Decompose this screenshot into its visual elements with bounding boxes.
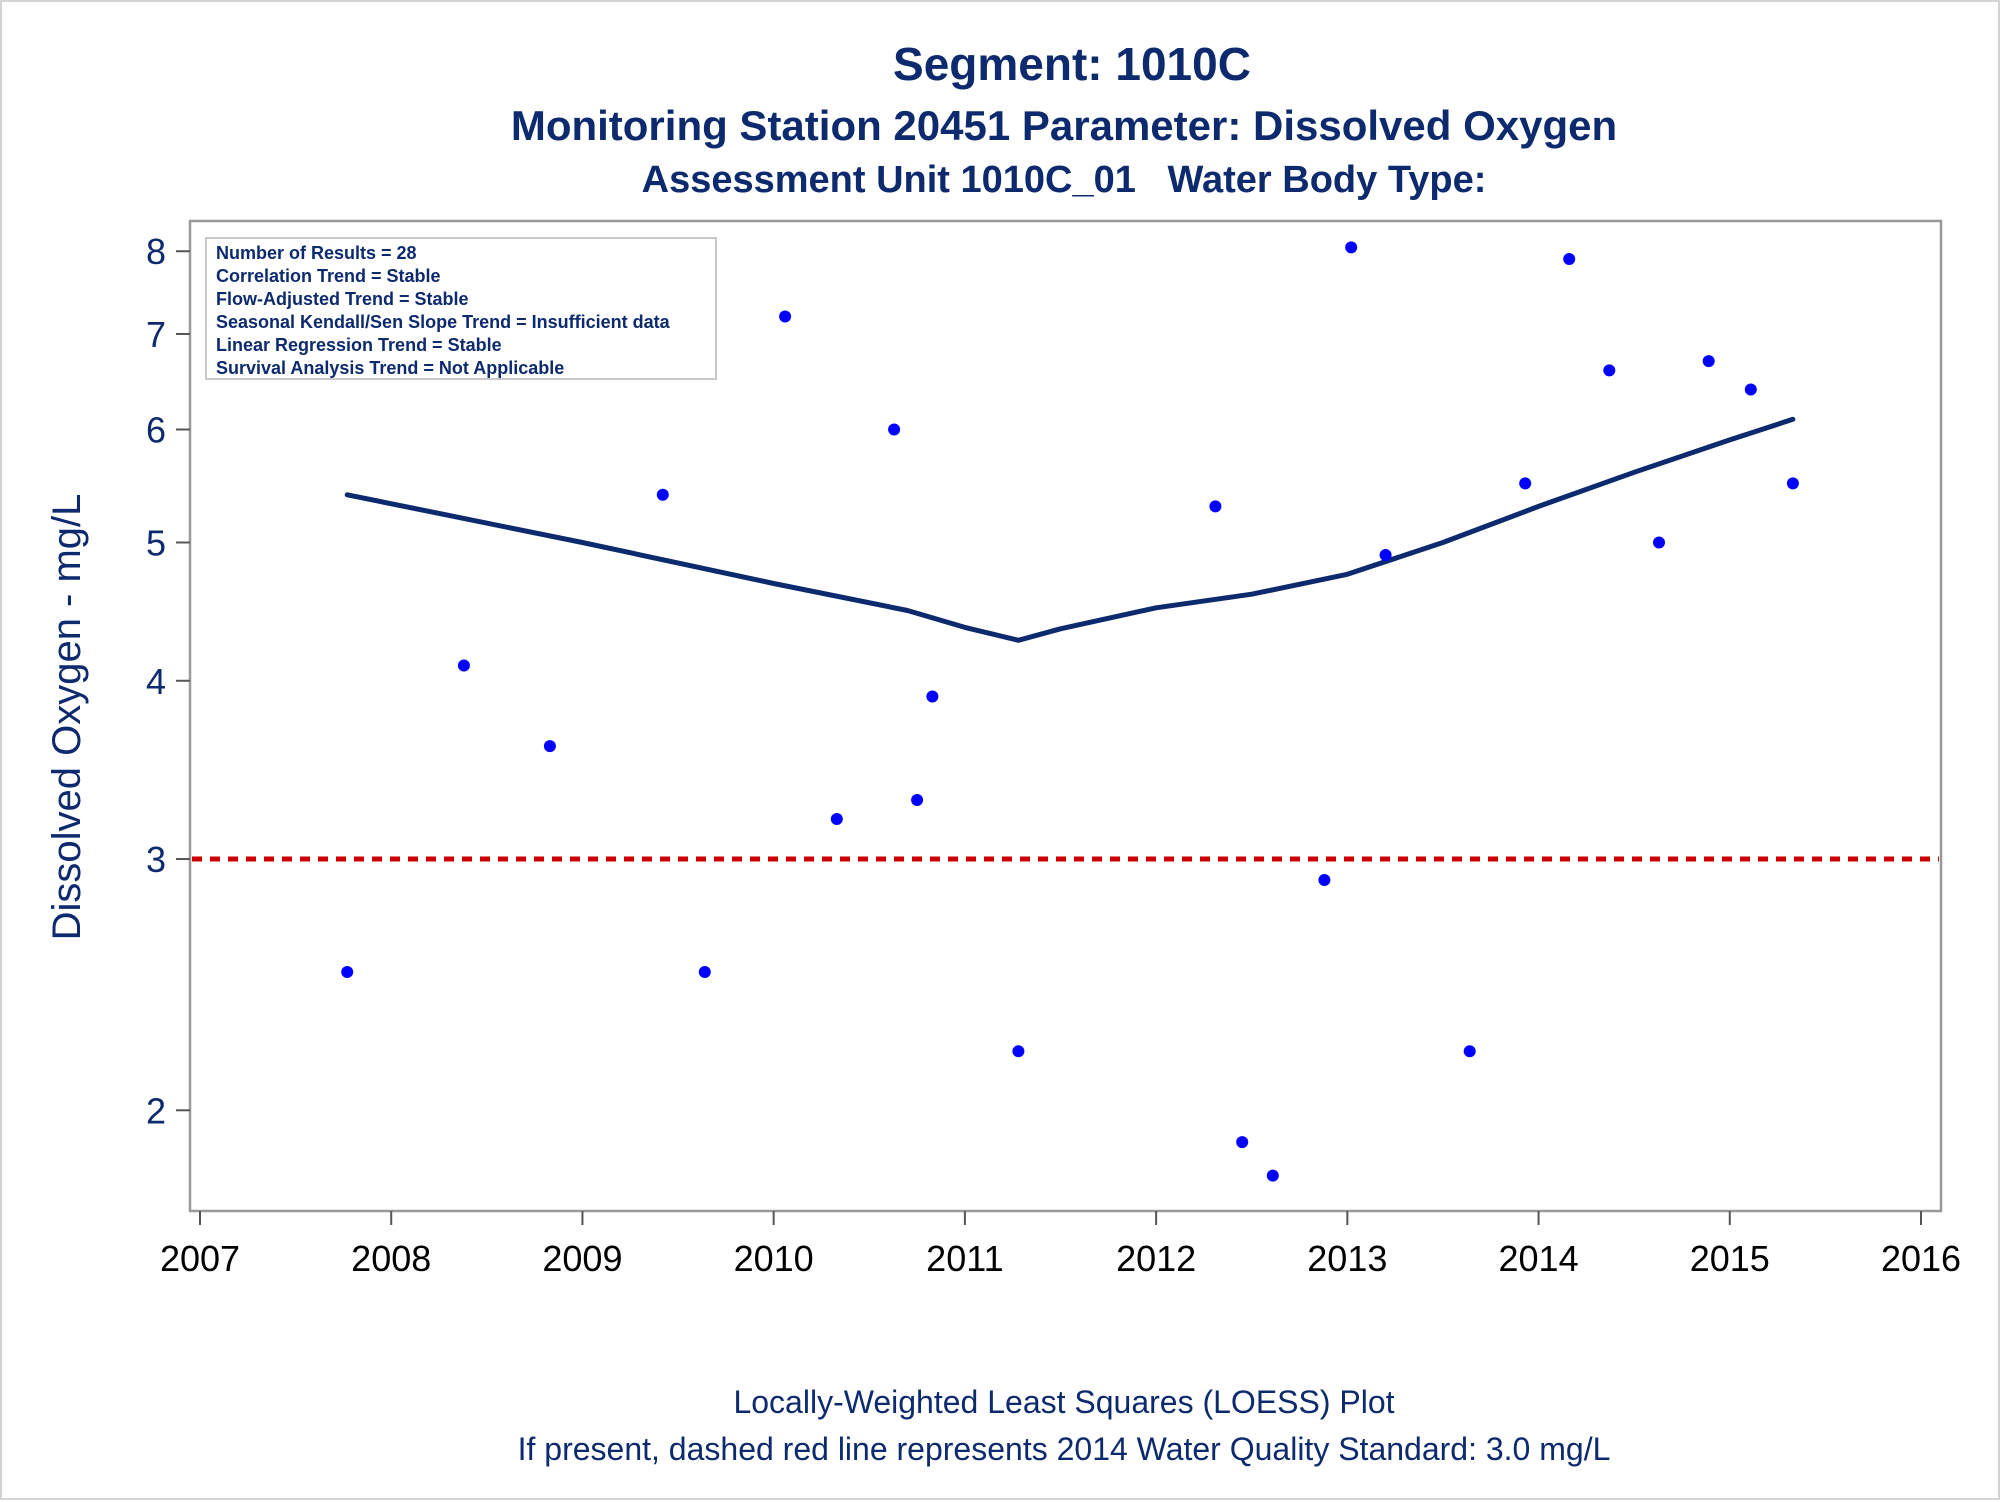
data-point [341,966,354,978]
data-point [656,488,669,501]
data-point [1519,477,1532,490]
loess-line [344,416,1796,643]
stats-line: Seasonal Kendall/Sen Slope Trend = Insuf… [216,312,671,332]
data-point [926,690,939,703]
y-tick-label: 6 [146,410,166,451]
x-tick-label: 2009 [542,1238,622,1279]
data-point [779,310,792,323]
footnote-1: Locally-Weighted Least Squares (LOESS) P… [733,1384,1394,1420]
x-tick-label: 2013 [1307,1238,1387,1279]
stats-inset-box [205,237,717,380]
x-tick-label: 2014 [1499,1238,1579,1279]
chart-title: Segment: 1010C [893,38,1251,90]
data-point [1653,536,1665,549]
y-tick-label: 8 [146,231,166,272]
plot-area [188,219,1943,1213]
data-point [543,740,556,753]
y-axis: 2 3 4 5 6 7 8 [146,231,190,1131]
data-point [1236,1136,1249,1149]
data-point [911,794,924,806]
data-point [1786,477,1799,490]
y-tick-label: 2 [146,1090,166,1131]
y-tick-label: 4 [146,661,166,702]
stats-line: Linear Regression Trend = Stable [216,335,502,355]
x-tick-label: 2008 [351,1238,431,1279]
data-point [1563,253,1576,265]
data-point [1209,500,1222,513]
x-tick-label: 2015 [1690,1238,1770,1279]
loess-layer [344,416,1796,643]
data-point [1702,355,1715,368]
data-point [1744,383,1757,396]
data-point [1266,1169,1279,1182]
stats-line: Flow-Adjusted Trend = Stable [216,289,469,309]
y-axis-title: Dissolved Oxygen - mg/L [45,494,89,941]
footnote-2: If present, dashed red line represents 2… [518,1431,1611,1467]
data-point [1318,874,1331,886]
stats-inset: Number of Results = 28 Correlation Trend … [205,237,717,380]
x-tick-label: 2012 [1116,1238,1196,1279]
data-point [1012,1045,1025,1058]
y-tick-label: 3 [146,839,166,880]
stats-line: Survival Analysis Trend = Not Applicable [216,358,564,378]
stats-line: Correlation Trend = Stable [216,266,441,286]
x-tick-label: 2016 [1881,1238,1961,1279]
data-point [1345,241,1358,254]
chart-subtitle-2: Assessment Unit 1010C_01 Water Body Type… [642,159,1487,201]
y-tick-label: 5 [146,522,166,563]
chart-subtitle: Monitoring Station 20451 Parameter: Diss… [511,102,1617,149]
data-point [1463,1045,1476,1058]
x-axis: 2007 2008 2009 2010 2011 2012 2013 2014 2015 2016 [160,1211,1961,1279]
x-tick-label: 2010 [734,1238,814,1279]
stats-line: Number of Results = 28 [216,243,417,263]
data-point [1603,364,1616,377]
y-tick-label: 7 [146,314,166,355]
data-point [888,423,901,436]
data-point [830,813,843,825]
data-point [457,659,470,672]
x-tick-label: 2007 [160,1238,240,1279]
x-tick-label: 2011 [926,1238,1003,1279]
data-point [698,966,711,978]
data-point [1379,549,1392,561]
